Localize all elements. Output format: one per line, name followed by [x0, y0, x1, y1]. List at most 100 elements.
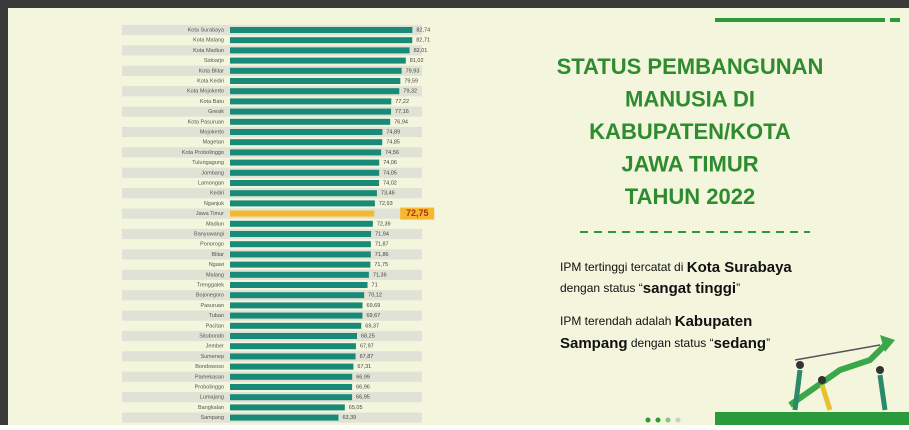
title-line: JAWA TIMUR — [621, 151, 758, 176]
value-label: 74,05 — [383, 170, 397, 176]
bar — [230, 262, 370, 268]
title-line: STATUS PEMBANGUNAN — [557, 54, 824, 79]
category-label: Bangkalan — [198, 405, 224, 411]
bar — [230, 394, 352, 400]
category-label: Gresik — [208, 109, 224, 115]
value-label: 69,67 — [366, 313, 380, 319]
category-label: Pacitan — [206, 323, 224, 329]
category-label: Kota Kediri — [197, 78, 224, 84]
bar — [230, 88, 399, 94]
note-emphasis: sangat tinggi — [643, 280, 736, 297]
bar — [230, 272, 369, 278]
category-label: Ponorogo — [200, 242, 224, 248]
category-label: Tuban — [209, 313, 224, 319]
bar — [230, 58, 406, 64]
value-label: 68,25 — [361, 333, 375, 339]
value-label: 69,37 — [365, 323, 379, 329]
category-label: Banyuwangi — [194, 231, 224, 237]
infographic: Kota Surabaya82,74Kota Malang82,71Kota M… — [0, 0, 909, 425]
category-label: Jawa Timur — [196, 211, 224, 217]
bar — [230, 78, 400, 84]
value-label: 71,75 — [374, 262, 388, 268]
category-label: Lumajang — [200, 395, 224, 401]
bar — [230, 353, 356, 359]
category-label: Kota Probolinggo — [182, 150, 224, 156]
value-label: 65,05 — [349, 405, 363, 411]
note-emphasis: Kabupaten — [675, 313, 753, 330]
category-label: Kota Blitar — [199, 68, 225, 74]
value-label: 67,87 — [360, 354, 374, 360]
value-label: 79,32 — [403, 89, 417, 95]
note-text: ” — [766, 336, 770, 350]
value-label: 71,87 — [375, 242, 389, 248]
bar — [230, 384, 352, 390]
value-label: 71,36 — [373, 272, 387, 278]
category-label: Kota Surabaya — [188, 27, 225, 33]
category-label: Lamongan — [198, 180, 224, 186]
value-label: 66,96 — [356, 384, 370, 390]
category-label: Mojokerto — [200, 129, 224, 135]
value-label: 67,31 — [357, 364, 371, 370]
bar — [230, 333, 357, 339]
value-label: 69,69 — [367, 303, 381, 309]
bar — [230, 47, 410, 53]
category-label: Bojonegoro — [196, 293, 224, 299]
bar — [230, 129, 382, 135]
footer-bar — [715, 412, 909, 425]
category-label: Kota Mojokerto — [187, 89, 224, 95]
category-label: Malang — [206, 272, 224, 278]
bar — [230, 374, 352, 380]
value-label: 77,22 — [395, 99, 409, 105]
category-label: Jombang — [201, 170, 224, 176]
value-label: 73,46 — [381, 191, 395, 197]
category-label: Trenggalek — [197, 282, 225, 288]
category-label: Sumenep — [200, 354, 224, 360]
value-label: 71 — [372, 282, 378, 288]
note-emphasis: Sampang — [560, 335, 628, 352]
category-label: Kota Pasuruan — [188, 119, 224, 125]
bar — [230, 160, 379, 166]
value-label: 71,94 — [375, 231, 389, 237]
value-label: 70,12 — [368, 293, 382, 299]
bar — [230, 221, 373, 227]
note-text: IPM terendah adalah — [560, 314, 675, 328]
bar — [230, 313, 362, 319]
category-label: Nganjuk — [204, 201, 224, 207]
category-label: Blitar — [211, 252, 224, 258]
bar — [230, 364, 353, 370]
value-label: 76,94 — [394, 119, 408, 125]
category-label: Probolinggo — [195, 384, 224, 390]
bar — [230, 251, 371, 257]
category-label: Sidoarjo — [204, 58, 224, 64]
value-label: 72,93 — [379, 201, 393, 207]
bar — [230, 343, 356, 349]
value-label: 74,56 — [385, 150, 399, 156]
value-label: 72,75 — [406, 208, 429, 218]
category-label: Tulungagung — [192, 160, 224, 166]
category-label: Kota Madiun — [193, 48, 224, 54]
value-label: 81,02 — [410, 58, 424, 64]
value-label: 82,71 — [416, 38, 430, 44]
title-line: TAHUN 2022 — [625, 184, 755, 209]
value-label: 66,95 — [356, 395, 370, 401]
value-label: 71,86 — [375, 252, 389, 258]
bar — [230, 404, 345, 410]
note-line: IPM tertinggi tercatat di Kota Surabaya — [560, 259, 792, 276]
bar — [230, 27, 412, 33]
bar — [230, 139, 382, 145]
bar — [230, 200, 375, 206]
note-line: IPM terendah adalah Kabupaten — [560, 313, 752, 330]
bar — [230, 231, 371, 237]
bar — [230, 37, 412, 43]
value-label: 79,59 — [404, 78, 418, 84]
value-label: 74,02 — [383, 180, 397, 186]
category-label: Madiun — [206, 221, 224, 227]
category-label: Magetan — [203, 140, 224, 146]
category-label: Pamekasan — [195, 374, 224, 380]
note-text: IPM tertinggi tercatat di — [560, 260, 687, 274]
bar — [230, 282, 368, 288]
bar — [230, 119, 390, 125]
bar — [230, 302, 363, 308]
category-label: Kota Malang — [193, 38, 224, 44]
note-emphasis: sedang — [714, 335, 767, 352]
